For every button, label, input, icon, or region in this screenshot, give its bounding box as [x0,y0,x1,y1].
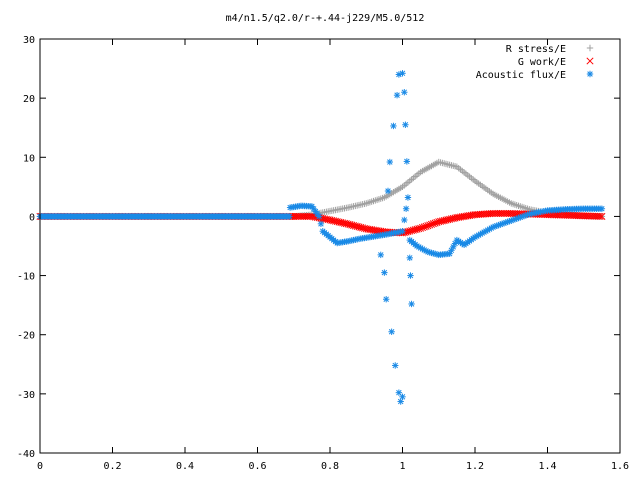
axis-ticks: 0 0.2 0.4 0.6 0.8 1 1.2 1.4 1.6 30 20 10 0 -10 -20 -30 -… [17,35,629,472]
data-point [315,213,323,220]
data-point [404,194,412,201]
data-point [381,269,388,276]
legend-marker [586,57,594,65]
data-point [384,187,392,195]
data-point [393,91,401,99]
data-point [286,213,293,220]
data-point [377,251,384,259]
data-point [403,158,411,165]
data-point [392,362,399,369]
legend-label: R stress/E [506,44,566,55]
chart-title: m4/n1.5/q2.0/r-+.44-j229/M5.0/512 [226,13,425,24]
data-point [598,212,606,220]
x-tick-label: 1 [399,461,405,472]
data-point [406,254,413,262]
legend: R stress/E G work/E Acoustic flux/E [476,44,594,81]
data-point [388,328,395,335]
x-tick-label: 1.6 [611,461,629,472]
x-tick-label: 0.2 [103,461,121,472]
data-point [401,216,408,224]
legend-label: Acoustic flux/E [476,70,566,81]
data-point [395,389,403,396]
data-point [386,158,394,166]
data-point [401,89,408,96]
y-tick-label: 10 [23,153,35,164]
data-point [399,228,406,235]
data-point [382,296,390,303]
data-point [390,122,397,130]
y-tick-label: 20 [23,94,35,105]
data-point [402,205,410,212]
legend-marker [586,70,594,78]
plot-frame [39,38,621,454]
y-tick-label: -20 [17,331,35,342]
x-tick-label: 1.2 [466,461,484,472]
data-point [407,272,414,279]
x-tick-label: 0.4 [176,461,194,472]
y-tick-label: -10 [17,272,35,283]
y-tick-label: -30 [17,390,35,401]
data-point [399,70,406,77]
legend-label: G work/E [518,57,566,68]
y-tick-label: 0 [29,212,35,223]
series-2 [36,70,606,405]
y-tick-label: -40 [17,449,35,460]
x-tick-label: 0.6 [248,461,266,472]
legend-marker [586,44,594,52]
x-tick-label: 0.8 [321,461,339,472]
data-point [399,393,406,401]
data-point [596,212,604,220]
data-point [402,121,409,128]
data-point [317,220,325,228]
data-point [408,300,415,308]
data-point [598,205,606,212]
y-tick-label: 30 [23,35,35,46]
x-tick-label: 1.4 [538,461,556,472]
x-tick-label: 0 [37,461,43,472]
series-layer [36,70,606,405]
